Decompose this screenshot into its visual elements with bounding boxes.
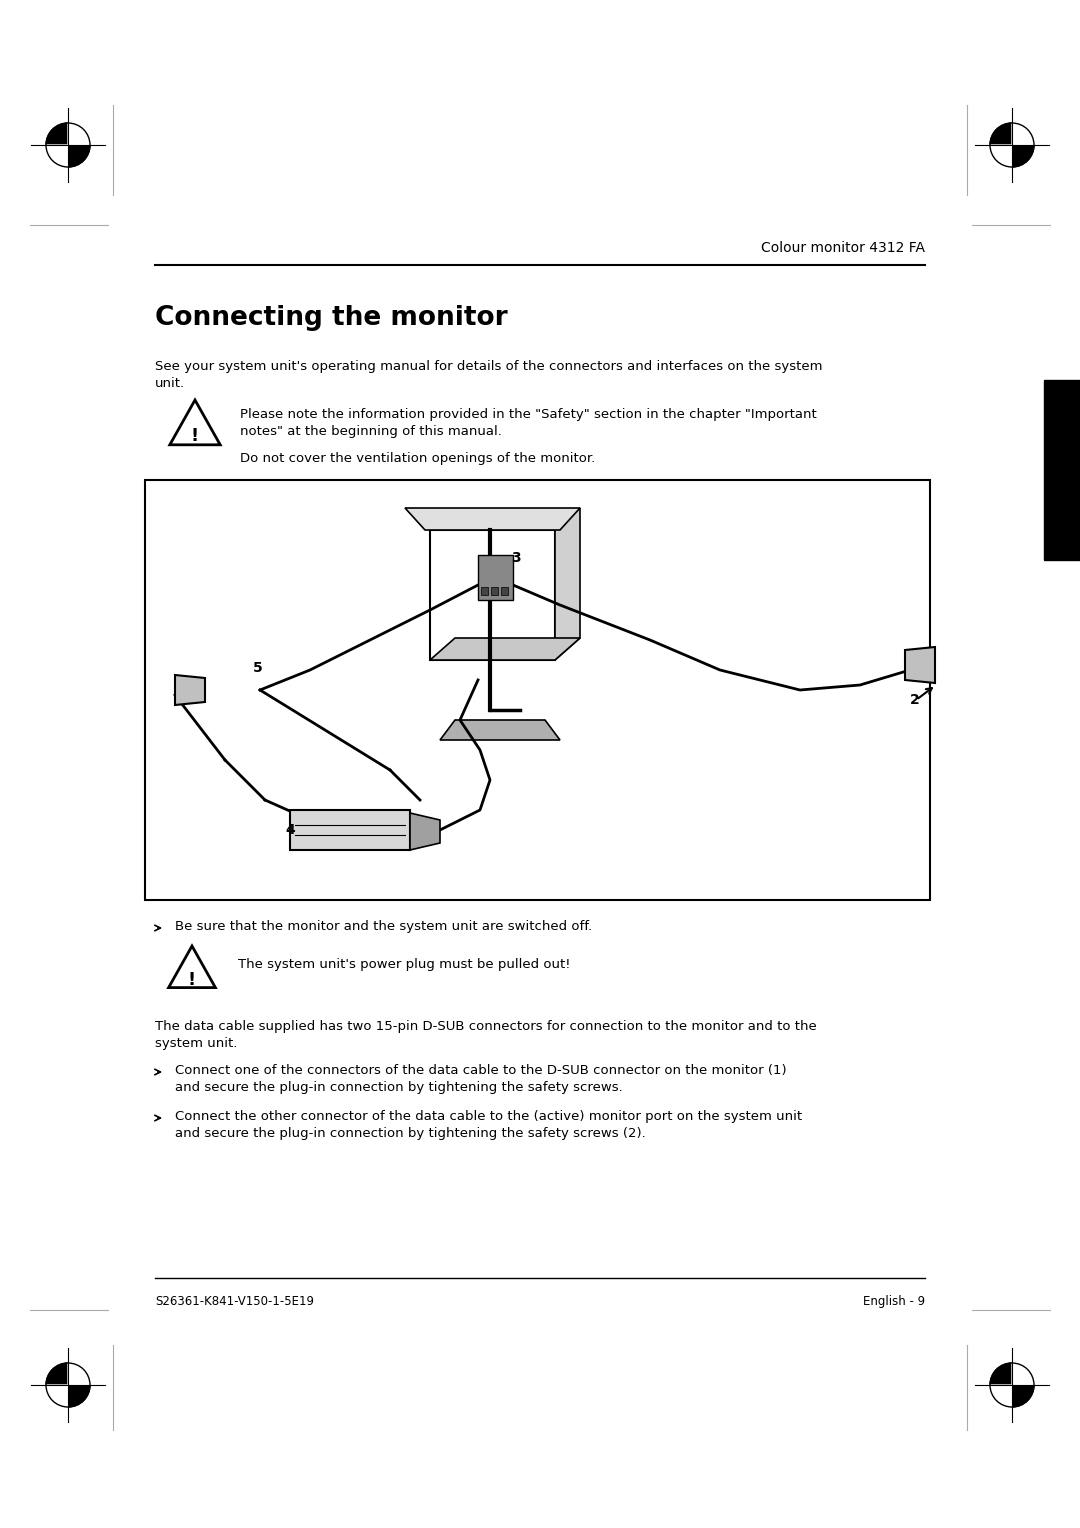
Wedge shape [990, 122, 1012, 145]
Wedge shape [46, 122, 68, 145]
Bar [291, 810, 410, 850]
Wedge shape [46, 1363, 68, 1384]
Wedge shape [990, 1363, 1012, 1384]
Polygon shape [430, 639, 580, 660]
Text: Do not cover the ventilation openings of the monitor.: Do not cover the ventilation openings of… [240, 452, 595, 465]
Text: Be sure that the monitor and the system unit are switched off.: Be sure that the monitor and the system … [175, 920, 592, 934]
Polygon shape [410, 813, 440, 850]
Text: 3: 3 [511, 552, 521, 565]
Polygon shape [175, 675, 205, 704]
Wedge shape [46, 145, 68, 167]
Text: !: ! [188, 970, 197, 989]
Wedge shape [1012, 1363, 1034, 1384]
Text: The data cable supplied has two 15-pin D-SUB connectors for connection to the mo: The data cable supplied has two 15-pin D… [156, 1021, 816, 1050]
Text: 2: 2 [910, 694, 920, 707]
Polygon shape [555, 507, 580, 660]
Text: English - 9: English - 9 [863, 1296, 924, 1308]
Text: 4: 4 [285, 824, 295, 837]
Wedge shape [990, 1384, 1012, 1407]
Text: Please note the information provided in the "Safety" section in the chapter "Imp: Please note the information provided in … [240, 408, 816, 439]
Polygon shape [440, 720, 561, 740]
Text: Connecting the monitor: Connecting the monitor [156, 306, 508, 332]
Polygon shape [905, 646, 935, 683]
Text: Connect one of the connectors of the data cable to the D-SUB connector on the mo: Connect one of the connectors of the dat… [175, 1063, 786, 1094]
Wedge shape [990, 145, 1012, 167]
Text: S26361-K841-V150-1-5E19: S26361-K841-V150-1-5E19 [156, 1296, 314, 1308]
Wedge shape [68, 145, 90, 167]
Wedge shape [46, 1384, 68, 1407]
Bar [478, 555, 513, 601]
Wedge shape [1012, 1384, 1034, 1407]
Wedge shape [68, 122, 90, 145]
Bar [481, 587, 488, 594]
Wedge shape [68, 1363, 90, 1384]
Bar [1044, 380, 1080, 559]
Wedge shape [1012, 145, 1034, 167]
Text: 5: 5 [253, 662, 262, 675]
Text: See your system unit's operating manual for details of the connectors and interf: See your system unit's operating manual … [156, 361, 823, 390]
Bar [145, 480, 930, 900]
Text: !: ! [191, 428, 199, 445]
Text: The system unit's power plug must be pulled out!: The system unit's power plug must be pul… [238, 958, 570, 970]
Bar [491, 587, 498, 594]
Polygon shape [430, 530, 555, 660]
Wedge shape [1012, 122, 1034, 145]
Bar [501, 587, 508, 594]
Text: Connect the other connector of the data cable to the (active) monitor port on th: Connect the other connector of the data … [175, 1109, 802, 1140]
Wedge shape [68, 1384, 90, 1407]
Polygon shape [405, 507, 580, 530]
Text: Colour monitor 4312 FA: Colour monitor 4312 FA [761, 241, 924, 255]
